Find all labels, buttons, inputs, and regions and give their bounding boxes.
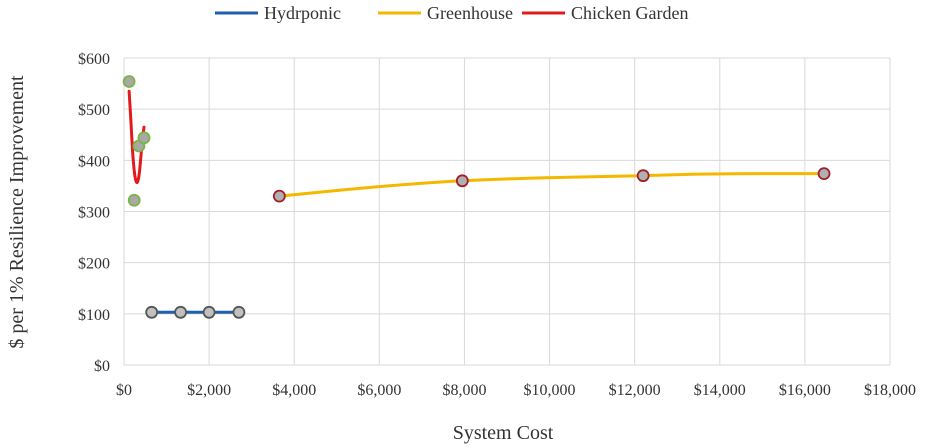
y-tick-label: $400 (78, 153, 110, 170)
x-tick-label: $16,000 (779, 382, 831, 399)
x-tick-label: $12,000 (609, 382, 661, 399)
legend-label-hydrponic: Hydrponic (264, 3, 341, 23)
data-point-hydrponic (145, 305, 159, 319)
legend: Hydrponic Greenhouse Chicken Garden (215, 3, 688, 23)
y-tick-label: $0 (94, 358, 110, 375)
y-tick-label: $200 (78, 256, 110, 273)
data-point-greenhouse (272, 189, 286, 203)
data-point-hydrponic (174, 305, 187, 319)
y-axis-title: $ per 1% Resilience Improvement (6, 75, 28, 349)
legend-label-chicken-garden: Chicken Garden (571, 3, 688, 23)
data-point-chicken-garden (127, 193, 141, 207)
grid (123, 57, 891, 366)
data-point-chicken-garden (137, 131, 151, 145)
data-point-greenhouse (817, 167, 831, 181)
series-line-greenhouse (277, 172, 826, 198)
y-tick-label: $600 (78, 51, 110, 68)
y-tick-label: $300 (78, 205, 110, 222)
legend-label-greenhouse: Greenhouse (427, 3, 513, 23)
data-point-hydrponic (202, 305, 216, 319)
y-tick-label: $100 (78, 307, 110, 324)
x-tick-label: $18,000 (864, 382, 916, 399)
x-tick-label: $6,000 (357, 382, 401, 399)
data-point-greenhouse (455, 174, 469, 188)
y-tick-label: $500 (78, 102, 110, 119)
x-tick-label: $10,000 (524, 382, 576, 399)
y-tick-labels: $0 $100 $200 $300 $400 $500 $600 (78, 51, 110, 375)
x-tick-label: $4,000 (272, 382, 316, 399)
series-layer (122, 75, 831, 319)
data-point-chicken-garden (122, 75, 136, 88)
x-axis-title: System Cost (453, 422, 554, 444)
x-tick-label: $0 (116, 382, 132, 399)
x-tick-label: $2,000 (187, 382, 231, 399)
x-tick-label: $14,000 (694, 382, 746, 399)
x-tick-labels: $0 $2,000 $4,000 $6,000 $8,000 $10,000 $12,000… (116, 382, 916, 399)
x-tick-label: $8,000 (442, 382, 486, 399)
data-point-greenhouse (636, 169, 650, 183)
data-point-hydrponic (232, 305, 246, 319)
